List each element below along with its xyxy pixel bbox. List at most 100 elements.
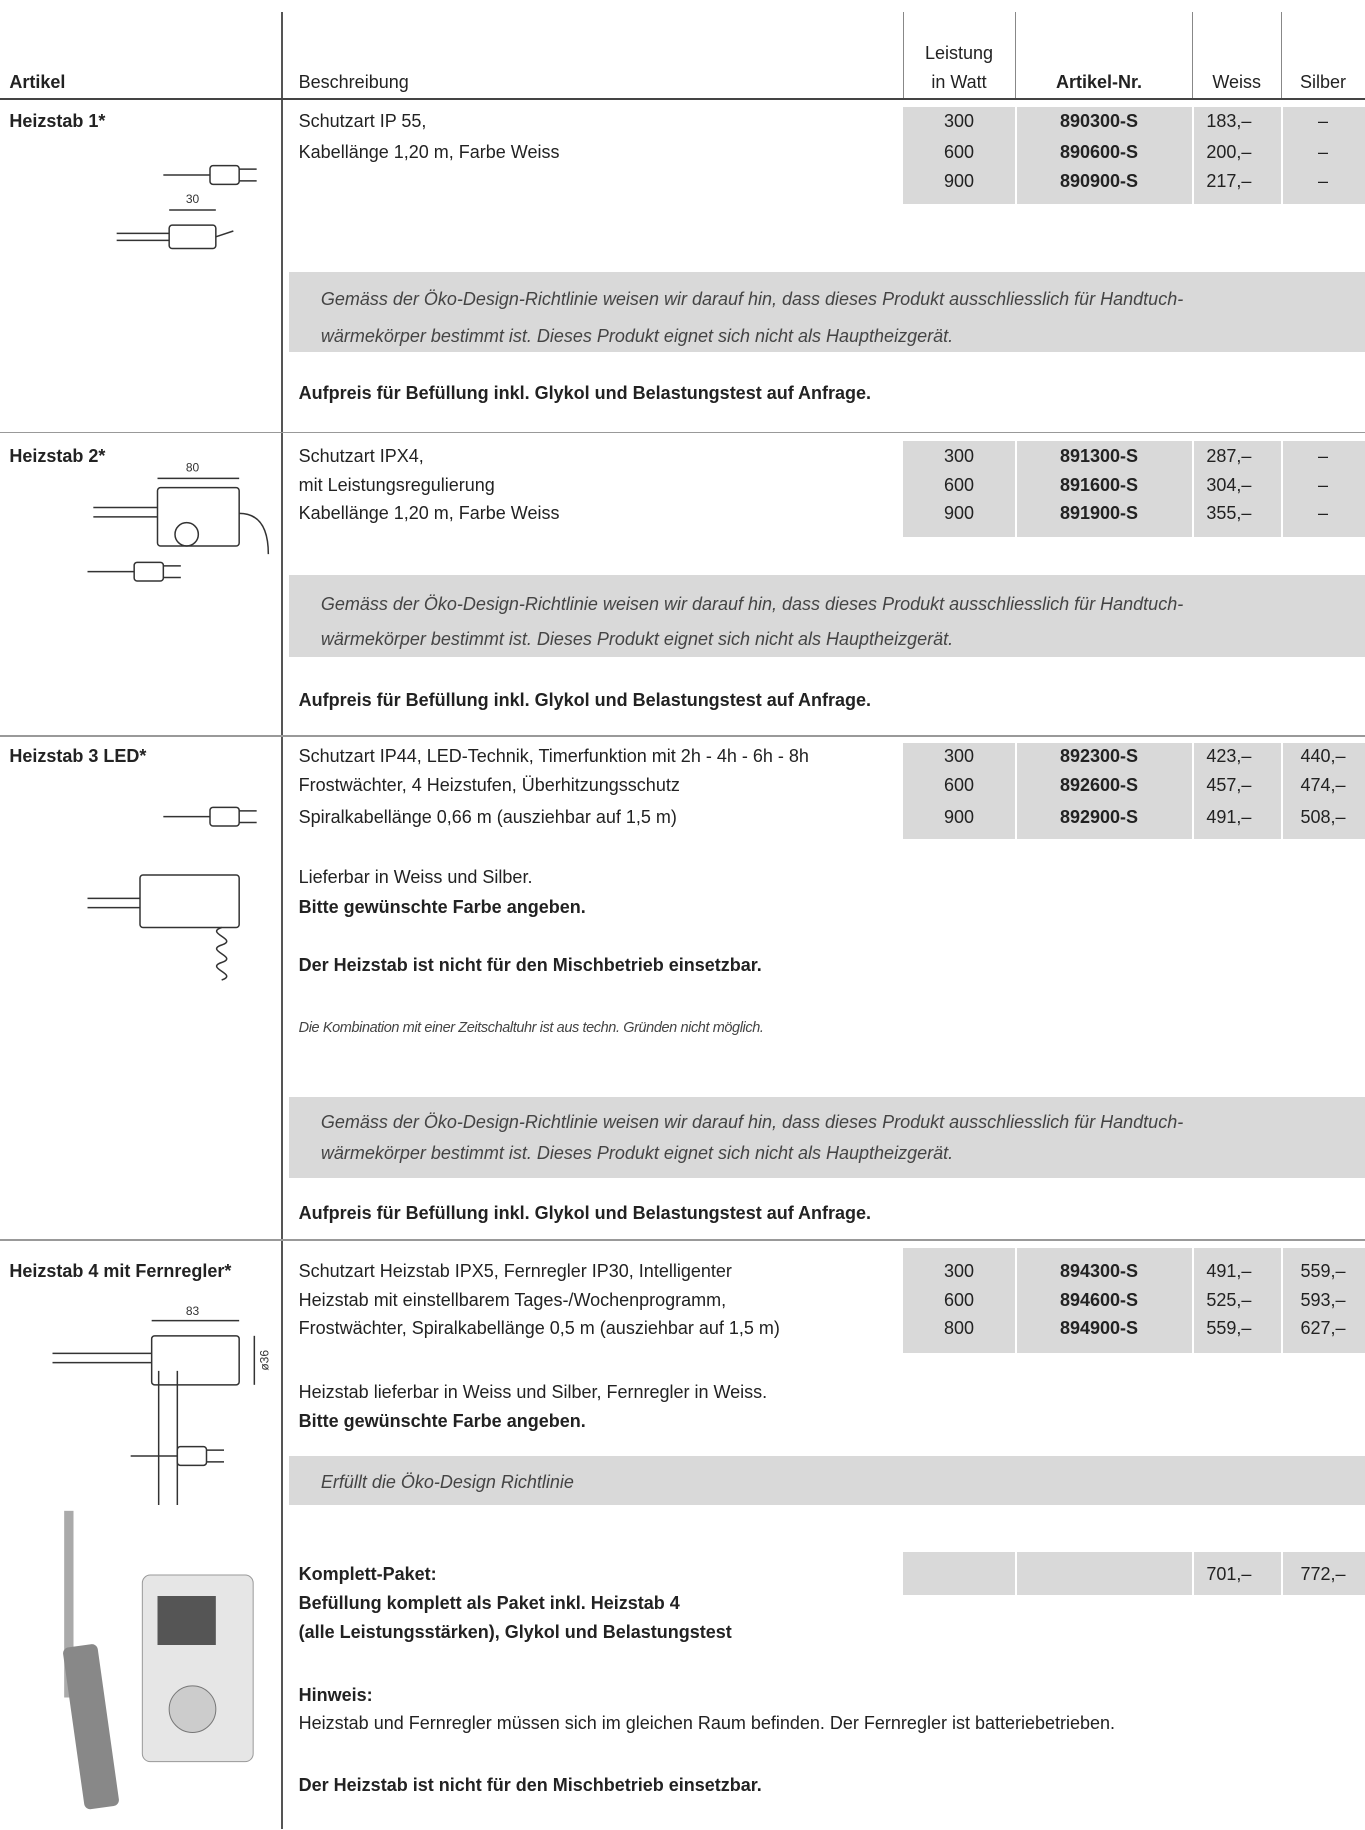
drawing-part	[209, 164, 240, 186]
drawing-line	[215, 230, 234, 238]
product-name: Heizstab 1*	[9, 111, 106, 132]
description-line: Spiralkabellänge 0,66 m (ausziehbar auf …	[298, 806, 677, 827]
package-line: Befüllung komplett als Paket inkl. Heizs…	[298, 1593, 680, 1613]
surcharge: Aufpreis für Befüllung inkl. Glykol und …	[298, 1203, 872, 1224]
header-cell: in Watt	[931, 71, 987, 92]
article-number: 890600-S	[1059, 141, 1139, 162]
price-block	[903, 1248, 1365, 1354]
header-cell: Beschreibung	[298, 71, 409, 92]
price-silver: 627,–	[1300, 1317, 1346, 1338]
hint-title: Hinweis:	[298, 1685, 373, 1706]
article-number: 891300-S	[1059, 446, 1139, 467]
product-name: Heizstab 3 LED*	[9, 746, 147, 766]
price-silver: 772,–	[1300, 1563, 1346, 1584]
power-cell: 600	[943, 141, 975, 162]
power-cell: 300	[943, 746, 975, 766]
notice-line: wärmekörper bestimmt ist. Dieses Produkt…	[320, 326, 954, 346]
article-number: 891900-S	[1059, 503, 1139, 524]
description-line: Kabellänge 1,20 m, Farbe Weiss	[298, 141, 560, 162]
price-silver: 474,–	[1300, 775, 1346, 796]
section-rule	[0, 431, 1365, 434]
price-silver: –	[1317, 475, 1329, 496]
mixed-note: Der Heizstab ist nicht für den Mischbetr…	[298, 1775, 762, 1795]
product-name: Heizstab 4 mit Fernregler*	[9, 1260, 232, 1281]
price-white: 287,–	[1206, 446, 1252, 467]
power-cell: 300	[943, 446, 975, 467]
drawing-line	[239, 512, 270, 555]
header-cell: Silber	[1299, 71, 1347, 92]
article-number: 894300-S	[1059, 1260, 1139, 1281]
drawing-part	[174, 521, 200, 547]
price-silver: 508,–	[1300, 806, 1346, 827]
article-number: 894900-S	[1059, 1317, 1139, 1338]
cell-divider	[1281, 1248, 1283, 1354]
price-white: 701,–	[1206, 1563, 1252, 1584]
article-number: 892900-S	[1059, 806, 1139, 827]
description-line: Schutzart IPX4,	[298, 446, 424, 467]
cell-divider	[1015, 107, 1017, 205]
article-number: 890300-S	[1059, 111, 1139, 132]
price-white: 491,–	[1206, 1260, 1252, 1281]
header-rule	[1192, 11, 1194, 100]
price-white: 491,–	[1206, 806, 1252, 827]
price-white: 525,–	[1206, 1289, 1252, 1310]
notice-line: Gemäss der Öko-Design-Richtlinie weisen …	[320, 594, 1184, 615]
photo-rod	[64, 1510, 74, 1698]
article-number: 890900-S	[1059, 170, 1139, 191]
eco-box	[289, 1456, 1365, 1505]
availability: Bitte gewünschte Farbe angeben.	[298, 896, 586, 917]
power-cell: 600	[943, 1289, 975, 1310]
article-number: 894600-S	[1059, 1289, 1139, 1310]
description-line: Kabellänge 1,20 m, Farbe Weiss	[298, 503, 560, 524]
description-line: mit Leistungsregulierung	[298, 475, 495, 496]
cell-divider	[1281, 743, 1283, 839]
cell-divider	[1015, 1248, 1017, 1354]
header-cell: Artikel-Nr.	[1055, 71, 1143, 92]
price-silver: –	[1317, 141, 1329, 162]
article-number: 891600-S	[1059, 475, 1139, 496]
power-cell: 900	[943, 806, 975, 827]
cell-divider	[1015, 1551, 1017, 1595]
description-line: Schutzart Heizstab IPX5, Fernregler IP30…	[298, 1260, 732, 1281]
header-rule	[1015, 11, 1017, 100]
drawing-part	[168, 224, 217, 250]
package-title: Komplett-Paket:	[298, 1563, 437, 1584]
column-rule	[281, 11, 284, 1830]
price-block	[903, 743, 1365, 839]
dimension-label: 80	[186, 460, 200, 474]
notice-line: Gemäss der Öko-Design-Richtlinie weisen …	[320, 288, 1184, 309]
drawing-part	[176, 1445, 208, 1467]
notice-box	[289, 575, 1365, 657]
article-number: 892300-S	[1059, 746, 1139, 766]
drawing-part	[139, 874, 240, 929]
power-cell: 300	[943, 111, 975, 132]
header-rule	[1281, 11, 1283, 100]
price-silver: 559,–	[1300, 1260, 1346, 1281]
description-line: Heizstab mit einstellbarem Tages-/Wochen…	[298, 1289, 727, 1310]
header-cell: Artikel	[9, 71, 66, 92]
timer-note: Die Kombination mit einer Zeitschaltuhr …	[298, 1019, 764, 1036]
notice-line: Gemäss der Öko-Design-Richtlinie weisen …	[320, 1112, 1184, 1133]
price-silver: –	[1317, 446, 1329, 467]
section-rule	[0, 1239, 1365, 1241]
package-line: (alle Leistungsstärken), Glykol und Bela…	[298, 1622, 732, 1643]
notice-line: wärmekörper bestimmt ist. Dieses Produkt…	[320, 1142, 954, 1163]
package-prices	[903, 1551, 1365, 1595]
drawing-part	[133, 561, 165, 582]
power-cell: 900	[943, 170, 975, 191]
power-cell: 300	[943, 1260, 975, 1281]
price-white: 355,–	[1206, 503, 1252, 524]
dimension-label: 30	[186, 192, 200, 206]
surcharge: Aufpreis für Befüllung inkl. Glykol und …	[298, 690, 872, 710]
header-underline	[0, 98, 1365, 101]
notice-box	[289, 271, 1365, 353]
cell-divider	[1192, 107, 1195, 205]
price-silver: 593,–	[1300, 1289, 1346, 1310]
price-white: 183,–	[1206, 111, 1252, 132]
notice-line: wärmekörper bestimmt ist. Dieses Produkt…	[320, 629, 954, 650]
photo-dial	[168, 1685, 217, 1733]
cell-divider	[1281, 107, 1283, 205]
price-silver: –	[1317, 503, 1329, 524]
